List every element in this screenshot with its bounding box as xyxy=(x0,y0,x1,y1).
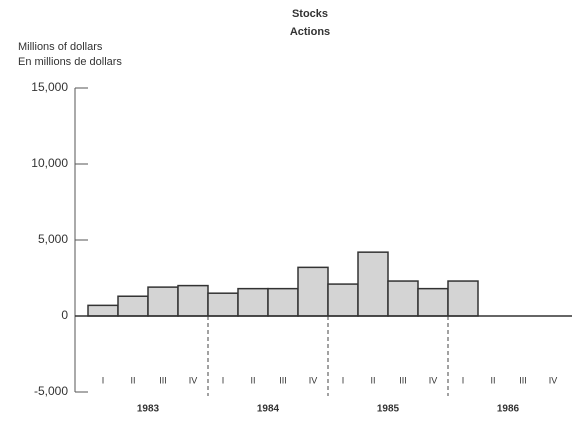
y-tick-label: 15,000 xyxy=(31,80,68,94)
chart-title: Stocks xyxy=(292,8,328,20)
bar xyxy=(417,287,449,317)
bar xyxy=(447,280,479,317)
x-tick-label: III xyxy=(159,375,167,385)
bar xyxy=(267,287,299,317)
bar xyxy=(357,251,389,317)
x-tick-label: I xyxy=(102,375,105,385)
y-tick-label: 10,000 xyxy=(31,156,68,170)
x-tick-label: I xyxy=(462,375,465,385)
chart-subtitle: Actions xyxy=(290,26,330,38)
x-tick-label: II xyxy=(130,375,135,385)
x-tick-label: III xyxy=(279,375,287,385)
x-tick-label: II xyxy=(370,375,375,385)
x-tick-label: IV xyxy=(309,375,318,385)
x-tick-label: II xyxy=(250,375,255,385)
y-axis-label: Millions of dollars xyxy=(18,41,103,53)
bar xyxy=(207,292,239,317)
x-tick-label: IV xyxy=(189,375,198,385)
bar xyxy=(147,286,179,317)
bar xyxy=(87,304,119,317)
bar xyxy=(327,283,359,317)
bar xyxy=(117,295,149,317)
year-label: 1983 xyxy=(137,404,160,415)
y-tick-label: 0 xyxy=(61,308,68,322)
y-tick-label: 5,000 xyxy=(38,232,68,246)
x-tick-label: IV xyxy=(549,375,558,385)
year-label: 1985 xyxy=(377,404,400,415)
bar xyxy=(297,266,329,317)
bar xyxy=(237,287,269,317)
y-axis-label: En millions de dollars xyxy=(18,56,122,68)
x-tick-label: III xyxy=(519,375,527,385)
bar xyxy=(387,280,419,317)
x-tick-label: III xyxy=(399,375,407,385)
bar xyxy=(177,284,209,317)
x-tick-label: II xyxy=(490,375,495,385)
y-tick-label: -5,000 xyxy=(34,384,68,398)
year-label: 1984 xyxy=(257,404,280,415)
x-tick-label: IV xyxy=(429,375,438,385)
year-label: 1986 xyxy=(497,404,520,415)
x-tick-label: I xyxy=(342,375,345,385)
x-tick-label: I xyxy=(222,375,225,385)
